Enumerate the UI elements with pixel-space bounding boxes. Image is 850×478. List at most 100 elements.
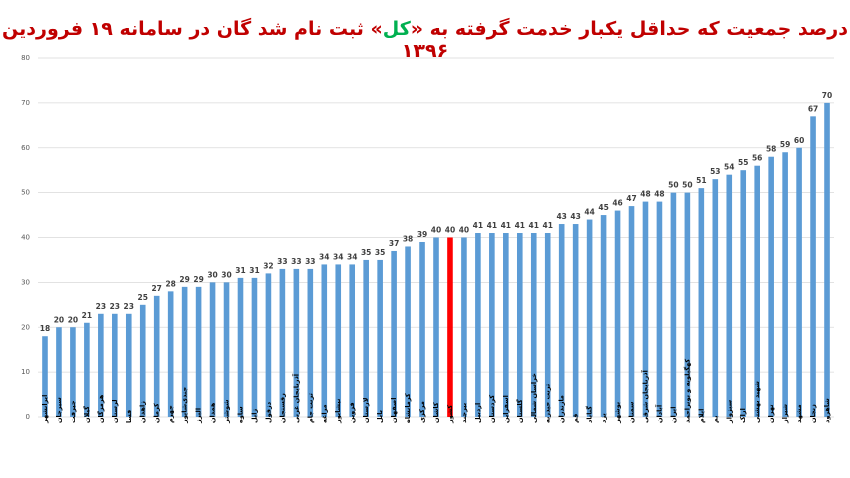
x-tick-label: کهگیلویه و بویراحمد	[683, 359, 691, 423]
x-tick-label: شهید بهشتی	[753, 381, 761, 423]
x-tick-label: دزفول	[264, 401, 272, 423]
bar	[698, 188, 705, 417]
value-label: 34	[319, 252, 329, 261]
x-tick-label: جندی‌شاپور	[181, 387, 189, 424]
value-label: 32	[263, 261, 273, 270]
value-label: 37	[389, 239, 399, 248]
bar	[363, 259, 369, 417]
y-tick-label: 40	[21, 234, 30, 242]
x-tick-label: کرمان	[153, 403, 161, 423]
bar	[391, 250, 397, 417]
value-label: 40	[445, 226, 455, 235]
value-label: 34	[333, 252, 343, 261]
bar	[810, 116, 816, 418]
bar	[475, 233, 481, 417]
x-tick-label: لارستان	[362, 397, 370, 423]
bar	[754, 165, 760, 417]
value-label: 67	[808, 104, 818, 113]
value-label: 44	[584, 208, 594, 217]
y-tick-label: 80	[21, 54, 30, 62]
bar	[405, 246, 411, 417]
x-tick-label: تربت جام	[306, 393, 314, 423]
x-tick-label: آذربایجان غربی	[291, 373, 300, 423]
value-label: 25	[138, 293, 148, 302]
value-label: 30	[221, 270, 231, 279]
bar	[740, 170, 747, 417]
bar	[503, 233, 509, 417]
bar	[516, 233, 523, 417]
x-tick-label: زنجان	[809, 404, 817, 423]
y-tick-label: 0	[26, 413, 30, 421]
bar	[70, 327, 76, 417]
bar	[642, 201, 649, 417]
value-label: 40	[431, 226, 441, 235]
value-label: 29	[193, 275, 203, 284]
value-label: 70	[822, 91, 832, 100]
x-tick-label: یزد	[600, 413, 608, 423]
bar	[84, 322, 90, 417]
x-tick-label: مرکزی	[418, 401, 426, 423]
x-tick-label: تهران	[767, 404, 775, 423]
bar	[726, 174, 733, 417]
x-tick-label: شاهرود	[823, 398, 831, 423]
x-tick-label: نیشابور	[334, 399, 342, 424]
bar	[265, 273, 272, 417]
x-tick-label: آذربایجان شرقی	[640, 369, 649, 423]
bar	[712, 179, 719, 417]
bar	[684, 192, 691, 417]
bar	[321, 264, 328, 417]
y-tick-label: 10	[21, 368, 30, 376]
value-label: 41	[543, 221, 553, 230]
x-tick-label: هرمزگان	[97, 394, 105, 423]
value-label: 41	[473, 221, 483, 230]
bar	[112, 313, 118, 417]
bar	[56, 327, 62, 417]
value-label: 34	[347, 252, 357, 261]
bar	[656, 201, 663, 417]
x-tick-label: البرز	[195, 408, 203, 424]
bar	[195, 286, 202, 417]
bar	[572, 224, 579, 417]
bar	[461, 237, 467, 417]
value-label: 33	[291, 257, 301, 266]
value-label: 40	[459, 226, 469, 235]
y-tick-label: 70	[21, 99, 30, 107]
bar	[419, 241, 425, 417]
x-tick-label: مشهد	[795, 404, 803, 423]
bar	[530, 233, 537, 417]
x-tick-label: شوشتر	[223, 399, 231, 424]
x-tick-label: ایلام	[697, 409, 705, 423]
value-label: 55	[738, 158, 748, 167]
bar	[153, 295, 160, 417]
title-part: » ثبت نام شد گان در سامانه ۱۹ فروردین ۱۳…	[2, 18, 449, 62]
bar	[181, 286, 188, 417]
value-label: 23	[110, 302, 120, 311]
x-tick-label: جهرم	[167, 405, 175, 423]
x-tick-label: کشور	[446, 405, 454, 424]
x-tick-label: بم	[711, 415, 719, 423]
bar	[447, 237, 453, 417]
x-tick-label: زابل	[250, 409, 258, 423]
value-label: 59	[780, 140, 790, 149]
value-label: 60	[794, 136, 804, 145]
x-tick-label: ایرانشهر	[41, 395, 49, 424]
x-tick-label: همدان	[209, 402, 217, 423]
bar	[125, 313, 132, 417]
x-tick-label: کرمانشاه	[404, 393, 412, 423]
value-label: 29	[179, 275, 189, 284]
value-label: 46	[612, 199, 622, 208]
bar	[433, 237, 439, 417]
x-tick-label: ساوه	[236, 406, 244, 423]
y-tick-label: 50	[21, 189, 30, 197]
title-part: کل	[382, 18, 411, 40]
value-label: 39	[417, 230, 427, 239]
x-tick-label: مازندران	[558, 395, 566, 423]
x-tick-label: کردستان	[488, 395, 496, 423]
x-tick-label: سبزوار	[725, 400, 733, 424]
bar	[139, 304, 146, 417]
value-label: 18	[40, 324, 50, 333]
bar	[544, 233, 551, 417]
bar	[586, 219, 593, 417]
y-tick-label: 30	[21, 278, 30, 286]
